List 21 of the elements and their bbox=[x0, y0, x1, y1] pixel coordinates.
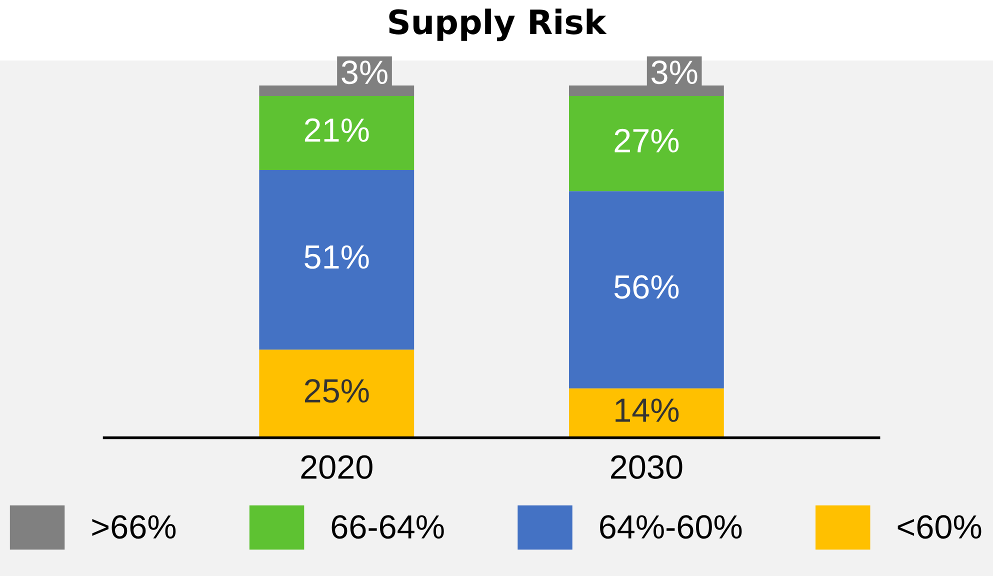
data-label: 51% bbox=[304, 245, 369, 269]
data-label: 27% bbox=[614, 128, 679, 152]
data-label: 21% bbox=[304, 118, 369, 142]
bar bbox=[259, 350, 414, 438]
data-label: 25% bbox=[304, 379, 369, 403]
chart-title: Supply Risk bbox=[389, 8, 607, 42]
bar bbox=[259, 96, 414, 170]
legend-label: <60% bbox=[898, 515, 982, 539]
legend-label: >66% bbox=[92, 515, 176, 539]
bar bbox=[568, 388, 724, 438]
data-label: 14% bbox=[616, 398, 679, 422]
x-tick-label: 2030 bbox=[611, 455, 682, 479]
bar bbox=[259, 170, 414, 350]
data-label: 56% bbox=[614, 275, 679, 299]
x-tick-label: 2020 bbox=[301, 455, 372, 479]
bar bbox=[568, 191, 724, 388]
data-label: 3% bbox=[652, 60, 698, 84]
data-label: 3% bbox=[342, 60, 388, 84]
bar bbox=[568, 96, 724, 192]
legend-label: 64%-60% bbox=[600, 515, 742, 539]
legend-label: 66-64% bbox=[332, 515, 444, 539]
